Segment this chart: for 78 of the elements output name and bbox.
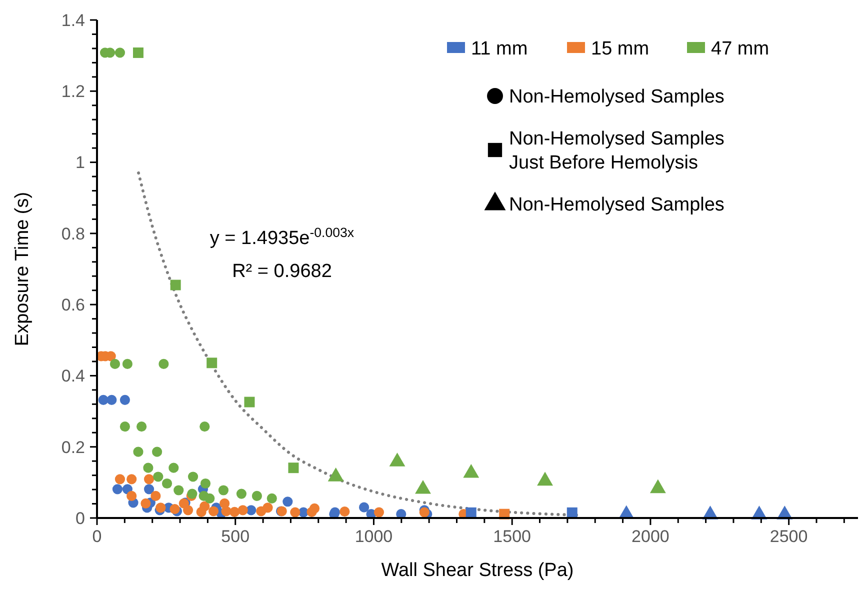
legend-label: 15 mm: [591, 38, 650, 60]
point: [244, 396, 255, 408]
point: [144, 474, 154, 484]
point: [340, 506, 350, 517]
x-tick-label: 1500: [493, 527, 532, 546]
y-tick-label: 1.2: [61, 82, 85, 102]
point: [156, 502, 166, 513]
annotation: Non-Hemolysed Samples: [509, 194, 724, 216]
annotation: R² = 0.9682: [232, 261, 332, 282]
point: [200, 478, 211, 489]
point: [98, 394, 108, 405]
y-tick-label: 1.4: [61, 10, 85, 30]
point: [236, 488, 246, 499]
annotation: Non-Hemolysed Samples: [509, 86, 724, 108]
point: [126, 490, 137, 501]
y-tick-label: 0.4: [61, 366, 85, 386]
point: [114, 474, 126, 484]
point: [144, 484, 154, 494]
point: [358, 502, 370, 512]
point: [374, 507, 384, 518]
point: [218, 485, 229, 496]
point: [106, 394, 117, 405]
point: [206, 358, 218, 368]
point: [252, 490, 262, 501]
point: [140, 498, 151, 508]
annotation: Non-Hemolysed Samples Just Before Hemolysis: [509, 128, 724, 174]
point: [221, 506, 232, 516]
legend-label: 47 mm: [711, 38, 770, 60]
point: [174, 485, 184, 496]
point: [153, 472, 164, 482]
point: [262, 502, 273, 513]
y-axis-title: Exposure Time (s): [12, 192, 33, 346]
point: [182, 505, 194, 516]
point: [188, 472, 198, 482]
x-tick-label: 500: [221, 527, 250, 546]
point: [143, 462, 154, 473]
point: [136, 422, 147, 432]
point: [110, 358, 120, 370]
point: [126, 474, 137, 484]
y-tick-label: 0.6: [61, 296, 85, 315]
annotation: y = 1.4935e$^{-0.003x}$: [210, 224, 354, 249]
point: [282, 496, 293, 507]
y-tick-label: 1: [76, 153, 85, 172]
point: [229, 506, 240, 517]
point: [132, 47, 144, 58]
point: [208, 506, 219, 516]
point: [162, 478, 172, 489]
point: [120, 394, 130, 405]
x-tick-label: 2000: [632, 527, 670, 546]
legend-label: 11 mm: [471, 38, 528, 60]
point: [170, 504, 180, 514]
point: [120, 422, 130, 432]
point: [266, 493, 277, 504]
point: [158, 358, 169, 370]
x-tick-label: 0: [92, 527, 102, 546]
x-tick-label: 1000: [354, 527, 393, 546]
point: [200, 422, 210, 432]
point: [152, 446, 162, 457]
x-tick-label: 2500: [770, 527, 808, 546]
point: [114, 48, 126, 58]
point: [288, 462, 299, 474]
point: [466, 507, 476, 518]
point: [170, 280, 181, 290]
point: [238, 505, 248, 516]
point: [150, 490, 161, 501]
x-axis-title: Wall Shear Stress (Pa): [381, 560, 574, 581]
point: [204, 493, 215, 504]
point: [200, 501, 210, 512]
point: [122, 358, 132, 370]
point: [566, 507, 578, 518]
point: [309, 503, 320, 514]
y-tick-label: 0.8: [61, 224, 85, 244]
point: [112, 484, 123, 494]
y-tick-label: 0.2: [61, 438, 85, 457]
point: [168, 462, 179, 473]
point: [290, 507, 300, 518]
y-tick-label: 0: [76, 508, 85, 528]
point: [133, 446, 144, 457]
